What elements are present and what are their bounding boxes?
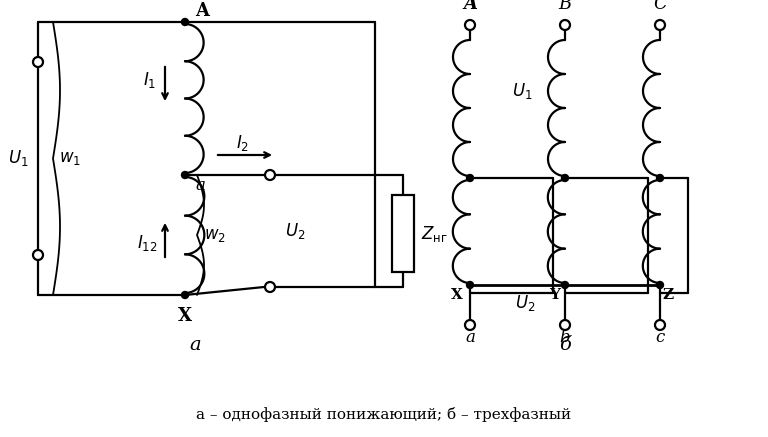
- Text: $I_{12}$: $I_{12}$: [137, 233, 157, 253]
- Text: $I_1$: $I_1$: [144, 70, 157, 90]
- Text: Y: Y: [549, 288, 561, 302]
- Circle shape: [657, 281, 664, 288]
- Circle shape: [561, 174, 568, 181]
- Text: a: a: [195, 177, 205, 194]
- Text: а – однофазный понижающий; б – трехфазный: а – однофазный понижающий; б – трехфазны…: [197, 407, 571, 423]
- Circle shape: [265, 170, 275, 180]
- Text: Z: Z: [663, 288, 674, 302]
- Text: b: b: [560, 329, 571, 346]
- Bar: [392, 195, 414, 272]
- Text: $Z_{\rm нг}$: $Z_{\rm нг}$: [421, 223, 448, 243]
- Circle shape: [465, 320, 475, 330]
- Text: a: a: [465, 329, 475, 346]
- Text: X: X: [178, 307, 192, 325]
- Circle shape: [465, 20, 475, 30]
- Circle shape: [657, 174, 664, 181]
- Circle shape: [560, 320, 570, 330]
- Text: а: а: [189, 336, 200, 354]
- Circle shape: [655, 20, 665, 30]
- Text: б: б: [559, 336, 571, 354]
- Circle shape: [181, 18, 188, 25]
- Circle shape: [466, 281, 474, 288]
- Text: $U_2$: $U_2$: [515, 293, 536, 313]
- Text: B: B: [558, 0, 571, 13]
- Text: $w_1$: $w_1$: [59, 150, 81, 167]
- Text: $U_2$: $U_2$: [285, 221, 305, 241]
- Text: A: A: [463, 0, 477, 13]
- Circle shape: [33, 250, 43, 260]
- Circle shape: [265, 282, 275, 292]
- Text: $U_1$: $U_1$: [8, 148, 28, 168]
- Circle shape: [655, 320, 665, 330]
- Circle shape: [466, 174, 474, 181]
- Circle shape: [181, 291, 188, 298]
- Text: $U_1$: $U_1$: [512, 81, 533, 101]
- Circle shape: [561, 281, 568, 288]
- Text: X: X: [451, 288, 463, 302]
- Text: C: C: [653, 0, 667, 13]
- Circle shape: [181, 171, 188, 178]
- Text: c: c: [655, 329, 664, 346]
- Circle shape: [33, 57, 43, 67]
- Text: $w_2$: $w_2$: [204, 226, 226, 243]
- Text: A: A: [195, 2, 209, 20]
- Circle shape: [560, 20, 570, 30]
- Text: $I_2$: $I_2$: [237, 133, 250, 153]
